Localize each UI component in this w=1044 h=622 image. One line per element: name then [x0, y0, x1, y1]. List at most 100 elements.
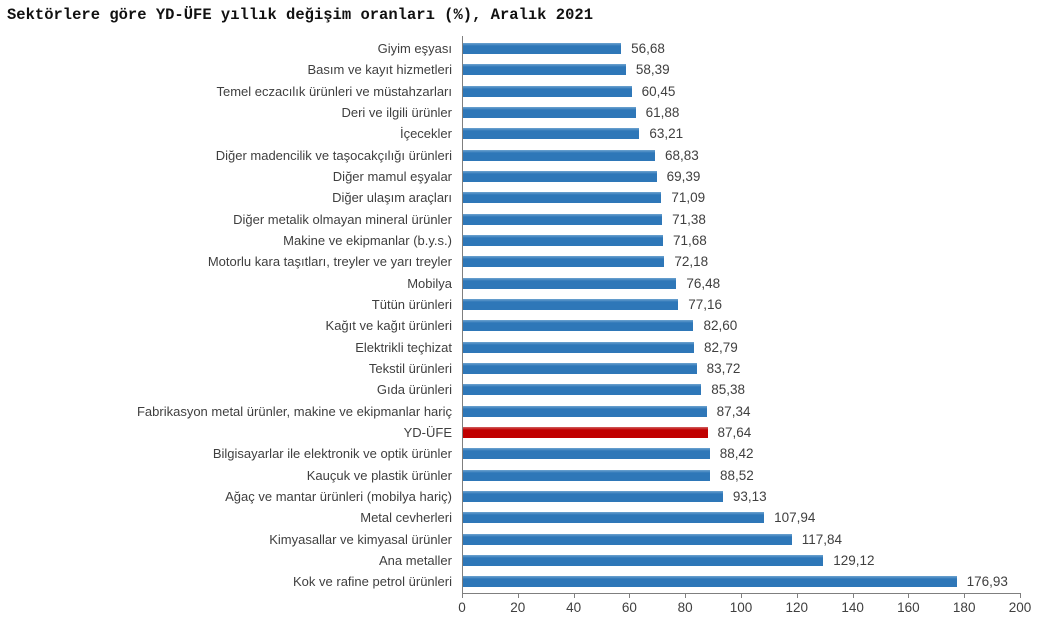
category-label: Bilgisayarlar ile elektronik ve optik ür…	[212, 446, 452, 462]
value-label: 71,38	[672, 211, 706, 227]
value-label: 56,68	[631, 41, 665, 56]
bar	[463, 64, 626, 76]
category-label: Metal cevherleri	[360, 510, 452, 526]
category-label: Diğer metalik olmayan mineral ürünler	[233, 211, 452, 227]
value-label: 82,60	[703, 318, 738, 334]
value-label: 129,12	[833, 552, 875, 568]
x-axis-tick	[1020, 593, 1021, 599]
category-label: Giyim eşyası	[377, 41, 452, 56]
bar	[463, 299, 679, 311]
category-label: İçecekler	[399, 126, 452, 142]
x-axis-tick	[908, 593, 910, 599]
bar	[463, 384, 702, 396]
value-label: 107,94	[774, 510, 816, 526]
x-axis-tick	[964, 593, 966, 599]
category-label: Elektrikli teçhizat	[355, 339, 452, 355]
bar	[463, 128, 640, 140]
value-label: 83,72	[706, 360, 741, 376]
x-axis-tick	[741, 593, 742, 599]
x-axis-tick-label: 60	[621, 600, 637, 616]
bar	[463, 149, 656, 161]
bar	[463, 43, 622, 55]
category-label: Gıda ürünleri	[376, 382, 452, 398]
value-label: 63,21	[649, 126, 684, 142]
category-label: Deri ve ilgili ürünler	[341, 104, 452, 120]
bar	[463, 320, 694, 332]
x-axis-tick-label: 120	[785, 600, 809, 616]
x-axis-tick-label: 200	[1008, 600, 1032, 616]
category-label: Motorlu kara taşıtları, treyler ve yarı …	[207, 254, 452, 270]
category-label: Ana metaller	[379, 552, 452, 568]
x-axis-tick	[852, 593, 854, 599]
value-label: 117,84	[801, 531, 843, 547]
bar	[463, 448, 710, 460]
category-label: Tekstil ürünleri	[368, 360, 452, 376]
bar	[463, 277, 677, 289]
value-label: 68,83	[665, 147, 699, 163]
bar	[463, 469, 710, 481]
value-label: 72,18	[674, 254, 709, 270]
value-label: 60,45	[641, 83, 676, 99]
bar	[463, 213, 663, 225]
x-axis-tick	[517, 593, 519, 599]
category-label: Diğer madencilik ve taşocakçılığı ürünle…	[215, 147, 452, 163]
category-label: Kağıt ve kağıt ürünleri	[325, 318, 452, 334]
bar	[463, 533, 792, 545]
category-label: Basım ve kayıt hizmetleri	[307, 62, 453, 78]
x-axis-tick	[573, 593, 575, 599]
x-axis-tick-label: 100	[729, 600, 753, 616]
category-label: Diğer ulaşım araçları	[332, 190, 452, 206]
x-axis-tick	[629, 593, 631, 599]
value-label: 87,64	[717, 424, 752, 440]
value-label: 71,09	[671, 190, 706, 206]
category-label: Kimyasallar ve kimyasal ürünler	[269, 531, 452, 547]
bar	[463, 171, 657, 183]
x-axis-tick-label: 80	[677, 600, 693, 616]
bar	[463, 512, 765, 524]
x-axis-tick-label: 20	[510, 600, 526, 616]
bar	[463, 555, 824, 567]
bar	[463, 85, 632, 97]
category-label: Kauçuk ve plastik ürünler	[306, 467, 452, 483]
category-label: YD-ÜFE	[403, 424, 452, 440]
category-label: Fabrikasyon metal ürünler, makine ve eki…	[136, 403, 452, 419]
x-axis-tick-label: 0	[458, 600, 466, 616]
bar	[463, 235, 663, 247]
x-axis-tick-label: 140	[841, 600, 864, 616]
bar	[463, 491, 723, 503]
bar	[463, 256, 665, 268]
value-label: 88,42	[719, 446, 754, 462]
bar-highlight	[463, 427, 708, 439]
value-label: 82,79	[703, 339, 738, 355]
value-label: 87,34	[716, 403, 751, 419]
bar	[463, 363, 697, 375]
value-label: 176,93	[966, 574, 1008, 590]
value-label: 58,39	[635, 62, 670, 78]
bar	[463, 107, 636, 119]
x-axis-tick	[462, 593, 463, 599]
x-axis-tick	[796, 593, 798, 599]
category-label: Tütün ürünleri	[371, 296, 452, 312]
value-label: 76,48	[686, 275, 721, 291]
x-axis-tick	[685, 593, 687, 599]
value-label: 69,39	[666, 168, 701, 184]
category-label: Temel eczacılık ürünleri ve müstahzarlar…	[216, 83, 452, 99]
x-axis-tick-label: 180	[952, 600, 976, 616]
y-axis-line	[462, 36, 463, 594]
category-label: Mobilya	[407, 275, 452, 291]
bar	[463, 192, 662, 204]
bar	[463, 576, 957, 588]
category-label: Diğer mamul eşyalar	[332, 168, 452, 184]
value-label: 93,13	[732, 488, 767, 504]
category-label: Kok ve rafine petrol ürünleri	[293, 574, 452, 590]
category-label: Ağaç ve mantar ürünleri (mobilya hariç)	[225, 488, 452, 504]
category-label: Makine ve ekipmanlar (b.y.s.)	[283, 232, 452, 248]
value-label: 71,68	[672, 232, 707, 248]
value-label: 88,52	[719, 467, 754, 483]
bar	[463, 405, 707, 417]
bar	[463, 341, 694, 353]
x-axis-tick-label: 40	[566, 600, 582, 616]
value-label: 85,38	[711, 382, 745, 398]
x-axis-tick-label: 160	[897, 600, 920, 616]
